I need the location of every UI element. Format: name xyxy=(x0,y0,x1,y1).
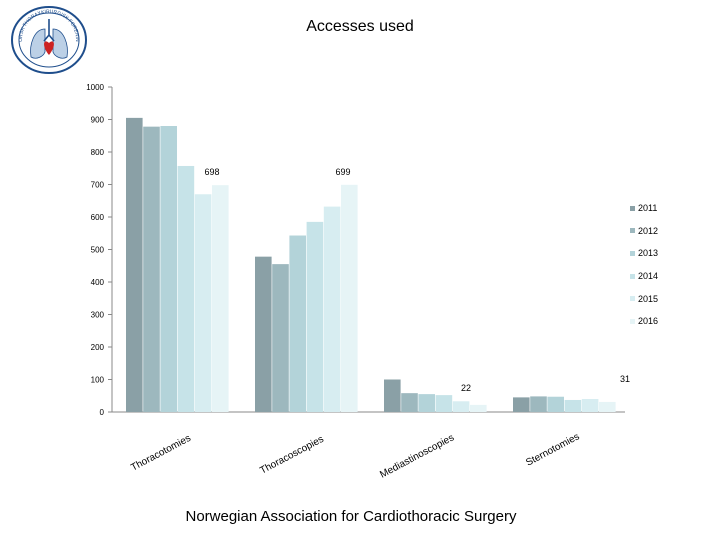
bar xyxy=(452,401,470,412)
bar xyxy=(599,401,616,412)
bar xyxy=(126,117,143,412)
legend-item: 2014 xyxy=(630,265,658,288)
data-label: 22 xyxy=(461,383,471,393)
bar xyxy=(530,396,547,412)
y-tick-label: 1000 xyxy=(86,83,104,92)
lungs-icon xyxy=(30,28,68,59)
x-category-label: Thoracotomies xyxy=(129,433,193,474)
bar xyxy=(435,395,453,412)
y-tick-label: 200 xyxy=(91,343,105,352)
chart-legend: 2011 2012 2013 2014 2015 2016 xyxy=(630,197,658,333)
y-tick-label: 900 xyxy=(91,116,105,125)
x-category-label: Sternotomies xyxy=(524,431,581,468)
bar xyxy=(160,126,177,412)
legend-label: 2014 xyxy=(638,271,659,282)
data-label: 698 xyxy=(204,167,219,177)
association-logo: NORSK THORAXKIRURGISK FORENING xyxy=(10,5,87,74)
page-title: Accesses used xyxy=(306,18,414,35)
y-tick-label: 800 xyxy=(91,148,105,157)
bar xyxy=(289,235,306,412)
legend-item: 2016 xyxy=(630,310,658,333)
legend-label: 2011 xyxy=(638,203,658,214)
legend-label: 2016 xyxy=(638,316,659,327)
y-tick-label: 400 xyxy=(91,278,105,287)
y-tick-label: 300 xyxy=(91,311,105,320)
legend-swatch xyxy=(630,296,635,302)
legend-swatch xyxy=(630,228,635,234)
legend-item: 2015 xyxy=(630,287,658,310)
bar xyxy=(306,221,324,412)
legend-label: 2012 xyxy=(638,225,659,236)
bar xyxy=(564,399,582,412)
legend-label: 2013 xyxy=(638,248,659,259)
heart-icon xyxy=(44,41,54,55)
bar xyxy=(194,194,212,412)
data-label: 31 xyxy=(620,374,630,384)
data-label: 699 xyxy=(335,167,350,177)
bar xyxy=(143,126,160,413)
bar xyxy=(272,264,289,412)
y-tick-label: 500 xyxy=(91,246,105,255)
bar xyxy=(581,399,599,412)
y-tick-label: 600 xyxy=(91,213,105,222)
bar xyxy=(255,256,272,412)
bar xyxy=(177,165,195,412)
legend-item: 2012 xyxy=(630,220,658,243)
bar xyxy=(212,185,229,412)
legend-swatch xyxy=(630,250,635,256)
bar xyxy=(513,397,530,412)
legend-swatch xyxy=(630,205,635,211)
y-tick-label: 0 xyxy=(100,408,105,417)
bar xyxy=(401,393,418,412)
y-tick-label: 100 xyxy=(91,376,105,385)
legend-item: 2013 xyxy=(630,242,658,265)
trachea-icon xyxy=(43,19,55,42)
legend-swatch xyxy=(630,273,635,279)
bar xyxy=(384,379,401,412)
x-category-label: Mediastinoscopies xyxy=(378,432,456,480)
legend-label: 2015 xyxy=(638,293,659,304)
footer-caption: Norwegian Association for Cardiothoracic… xyxy=(185,508,517,525)
x-category-label: Thoracoscopies xyxy=(258,434,325,477)
bar xyxy=(547,396,564,412)
legend-item: 2011 xyxy=(630,197,658,220)
bar xyxy=(418,394,435,412)
bar xyxy=(341,184,358,412)
y-tick-label: 700 xyxy=(91,181,105,190)
legend-swatch xyxy=(630,318,635,324)
bar xyxy=(470,404,487,412)
bar xyxy=(323,206,341,412)
